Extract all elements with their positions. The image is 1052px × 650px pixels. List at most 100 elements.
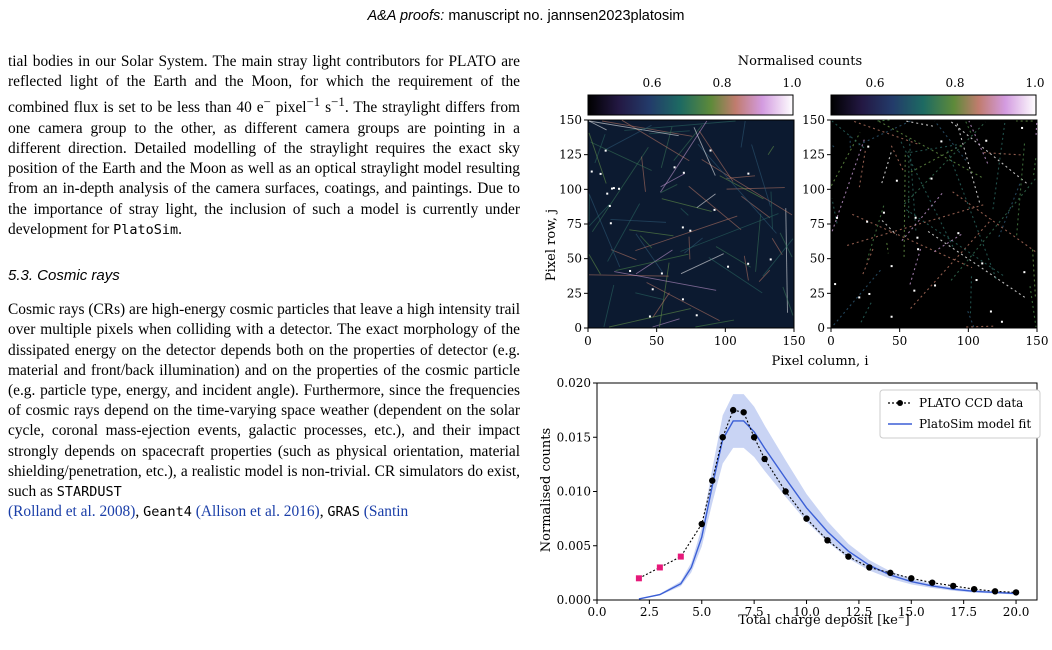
y-tick-label: 0.010 [557,485,591,499]
cosmic-ray-track [1035,122,1038,137]
data-point [949,582,957,590]
cosmic-ray-hit [610,187,613,190]
cosmic-ray-hit [651,288,654,291]
y-tick-label: 25 [567,286,582,300]
legend-entry-data: PLATO CCD data [919,396,1023,410]
legend-entry-model: PlatoSim model fit [919,417,1031,431]
cosmic-ray-images-figure: Normalised counts 0.6 0.8 1.0 0.6 0.8 1.… [544,54,1048,369]
charge-deposit-chart: 0.0 2.5 5.0 7.5 10.0 12.5 15.0 17.5 20.0 0.000 0.0… [539,378,1041,628]
cosmic-ray-track [588,254,601,275]
cosmic-ray-hit [975,279,978,282]
cosmic-ray-hit [917,248,920,251]
cosmic-ray-track [909,248,922,285]
cosmic-ray-track [652,292,670,318]
cosmic-ray-track [741,195,771,219]
cosmic-ray-track [660,173,686,188]
cosmic-ray-track [881,220,898,236]
cosmic-ray-hit [747,172,750,175]
y-tick-label: 0.015 [557,430,591,444]
x-tick-label: 50 [649,334,664,348]
cosmic-ray-image-left [587,119,795,329]
citation-rolland[interactable]: (Rolland et al. 2008) [8,503,136,521]
cosmic-ray-track [965,121,972,134]
cosmic-ray-track [641,156,646,192]
data-point [782,488,789,495]
cosmic-ray-track [910,218,993,309]
cosmic-ray-track [588,132,607,184]
data-point [887,569,894,577]
colorbar-tick: 0.8 [712,76,731,90]
cosmic-ray-track [615,253,689,272]
cosmic-ray-track [588,120,679,137]
colorbar-right: 0.6 0.8 1.0 [830,76,1045,116]
cosmic-ray-track [684,237,703,254]
x-tick-label: 0 [584,334,592,348]
cosmic-ray-track [607,203,641,262]
cosmic-ray-track [785,208,788,313]
cosmic-ray-track [588,274,669,277]
manuscript-id: manuscript no. jannsen2023platosim [448,8,685,24]
cosmic-ray-track [660,120,708,193]
y-tick-label: 100 [559,182,582,196]
y-tick-label: 50 [810,252,825,266]
cosmic-ray-image-right [830,119,1038,329]
cosmic-ray-track [1032,249,1037,300]
colorbar-title: Normalised counts [738,54,862,69]
cosmic-ray-hit [769,258,772,261]
y-axis-label: Normalised counts [539,428,554,552]
cosmic-ray-track [614,271,717,291]
cosmic-ray-track [908,138,917,232]
x-tick-label: 0 [827,334,835,348]
data-point-excluded [656,564,663,571]
y-tick-label: 0.020 [557,378,591,390]
cosmic-ray-track [680,213,779,252]
citation-allison[interactable]: (Allison et al. 2016) [195,503,320,521]
cosmic-ray-track [659,262,670,328]
cosmic-ray-track [588,120,607,131]
cosmic-ray-track [767,145,775,156]
x-tick-label: 50 [892,334,907,348]
y-tick-label: 25 [810,286,825,300]
cosmic-ray-hit [629,269,632,272]
cosmic-ray-track [639,235,653,249]
cosmic-ray-track [876,119,890,122]
cosmic-ray-track [715,246,752,268]
cosmic-ray-track [852,213,973,269]
cosmic-ray-track [591,146,649,232]
cosmic-ray-hit [836,216,839,219]
data-point [866,564,873,571]
model-uncertainty-band [638,394,1017,600]
cosmic-ray-track [831,120,865,149]
cosmic-ray-hit [608,204,611,207]
cosmic-ray-track [952,191,1037,253]
citation-santin[interactable]: (Santin [363,503,409,521]
cosmic-ray-hit [916,236,919,239]
cosmic-ray-track [661,198,712,212]
cosmic-ray-track [610,218,667,223]
cosmic-ray-track [831,198,838,224]
cosmic-ray-track [933,233,963,253]
data-point [824,537,831,544]
cosmic-ray-track [649,130,690,135]
stray-light-paragraph: tial bodies in our Solar System. The mai… [8,53,521,238]
cosmic-ray-track [588,193,621,268]
cosmic-ray-hit [858,296,861,299]
cosmic-ray-track [881,152,892,184]
cosmic-ray-hit [930,177,933,180]
data-point [929,579,936,586]
cosmic-ray-track [680,253,724,275]
x-tick-label: 17.5 [950,605,977,619]
cosmic-ray-track [969,273,973,314]
y-tick-label: 0 [817,321,825,335]
data-point [803,515,810,522]
cosmic-ray-hit [618,187,621,190]
colorbar-tick: 0.6 [642,76,661,90]
y-tick-label: 0 [574,321,582,335]
y-tick-label: 0.000 [557,593,591,607]
platosim-code: PlatoSim [113,221,179,238]
cosmic-ray-hit [882,211,885,214]
x-tick-label: 20.0 [1003,605,1030,619]
y-tick-label: 75 [567,217,582,231]
cosmic-ray-hit [648,315,651,318]
y-tick-label: 75 [810,217,825,231]
